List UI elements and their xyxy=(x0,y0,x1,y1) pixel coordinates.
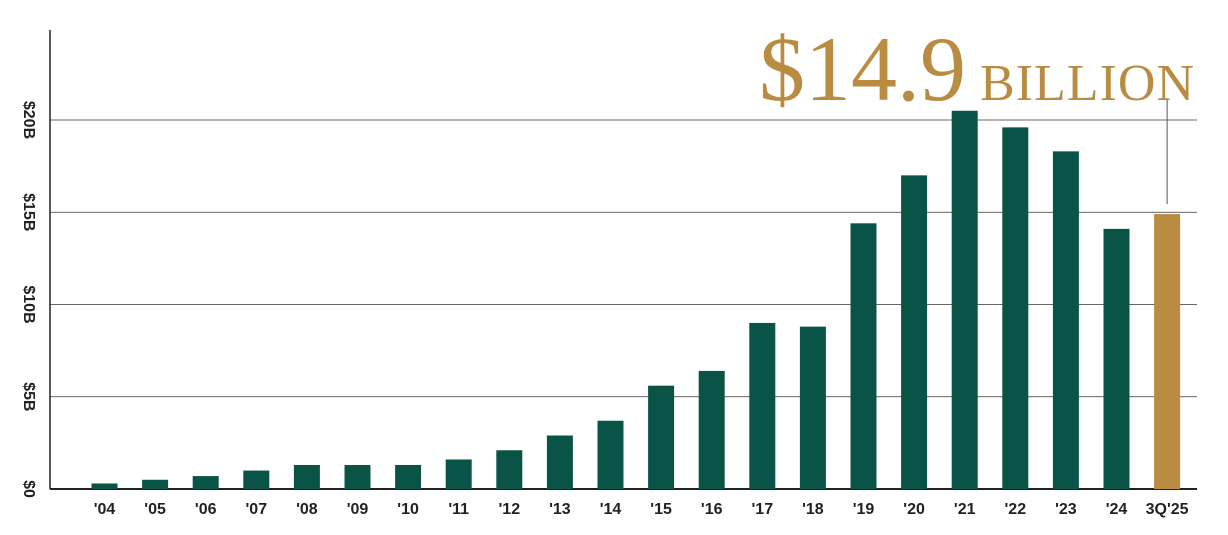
bar xyxy=(192,476,219,489)
x-tick-label: '13 xyxy=(549,501,571,518)
x-tick-label: '06 xyxy=(195,501,217,518)
bar xyxy=(1002,127,1029,489)
y-tick-label: $0 xyxy=(20,480,37,498)
y-tick-label: $10B xyxy=(20,285,37,323)
x-tick-label: '18 xyxy=(802,501,824,518)
x-tick-label: '12 xyxy=(498,501,520,518)
x-tick-label: '05 xyxy=(144,501,166,518)
x-tick-label: '24 xyxy=(1106,501,1128,518)
bar xyxy=(799,326,826,489)
bar xyxy=(951,110,978,490)
x-tick-label: '22 xyxy=(1004,501,1026,518)
bar xyxy=(1103,228,1130,490)
bar-highlight xyxy=(1154,214,1181,489)
callout-value: $14.9 xyxy=(759,18,966,120)
callout-unit: BILLION xyxy=(980,55,1195,112)
y-tick-label: $15B xyxy=(20,193,37,231)
x-tick-label: '16 xyxy=(701,501,723,518)
x-tick-label: '21 xyxy=(954,501,976,518)
x-tick-label: '10 xyxy=(397,501,419,518)
x-tick-label: '07 xyxy=(245,501,267,518)
bar xyxy=(496,450,523,489)
x-tick-label: '09 xyxy=(347,501,369,518)
bar xyxy=(648,385,675,489)
y-tick-label: $5B xyxy=(20,382,37,411)
bar xyxy=(1052,151,1079,490)
bar xyxy=(850,223,877,489)
x-tick-label: '15 xyxy=(650,501,672,518)
bar xyxy=(91,483,118,489)
bar xyxy=(698,370,725,489)
bar xyxy=(445,459,472,489)
bar xyxy=(597,420,624,489)
bar xyxy=(901,175,928,489)
x-tick-label: '23 xyxy=(1055,501,1077,518)
y-tick-label: $20B xyxy=(20,101,37,139)
x-tick-label: '04 xyxy=(94,501,116,518)
x-tick-label: '17 xyxy=(751,501,773,518)
bar xyxy=(142,479,169,489)
x-tick-label: '08 xyxy=(296,501,318,518)
x-tick-label: 3Q'25 xyxy=(1146,501,1189,518)
bar xyxy=(293,465,320,489)
callout: $14.9 BILLION xyxy=(759,18,1195,120)
x-tick-label: '19 xyxy=(853,501,875,518)
bar xyxy=(344,465,371,489)
x-tick-label: '20 xyxy=(903,501,925,518)
x-tick-label: '11 xyxy=(448,501,469,518)
bar xyxy=(243,470,270,489)
bar xyxy=(546,435,573,489)
x-tick-label: '14 xyxy=(600,501,622,518)
bar xyxy=(395,465,422,489)
bar xyxy=(749,322,776,489)
